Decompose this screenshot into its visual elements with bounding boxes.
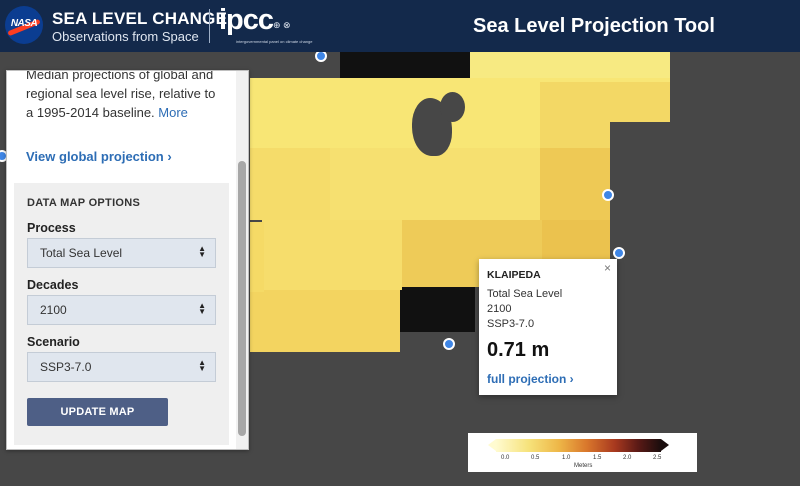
legend-arrow-right (661, 439, 669, 451)
popup-process: Total Sea Level (487, 288, 563, 300)
intro-text: Median projections of global and regiona… (26, 70, 216, 120)
process-select-value: Total Sea Level (40, 246, 123, 260)
brand-subtitle: Observations from Space (52, 29, 199, 44)
ipcc-logo[interactable]: ipcc (219, 4, 274, 36)
update-map-button[interactable]: UPDATE MAP (27, 398, 168, 426)
map-cell (400, 287, 475, 332)
tide-gauge-marker[interactable] (613, 247, 625, 259)
scenario-select[interactable]: SSP3-7.0 ▲ ▼ (27, 352, 216, 382)
tide-gauge-marker[interactable] (602, 189, 614, 201)
popup-projection-value: 0.71 m (487, 339, 550, 361)
scrollbar-thumb[interactable] (238, 161, 246, 436)
island-land (440, 92, 465, 122)
site-header: NASA SEA LEVEL CHANGE Observations from … (0, 0, 800, 52)
legend-tick: 2.5 (653, 455, 662, 461)
header-divider (209, 9, 210, 43)
page-title: Sea Level Projection Tool (473, 15, 715, 37)
intro-paragraph: Median projections of global and regiona… (26, 70, 216, 122)
map-cell (262, 220, 402, 290)
location-popup: × KLAIPEDA Total Sea Level 2100 SSP3-7.0… (479, 259, 617, 395)
ipcc-logo-subtext: intergovernmental panel on climate chang… (236, 39, 313, 44)
land-mass (670, 52, 800, 142)
more-link[interactable]: More (158, 105, 188, 120)
land-mass (610, 122, 800, 486)
legend-tick: 1.0 (562, 455, 571, 461)
tide-gauge-marker[interactable] (315, 52, 327, 62)
select-arrows-icon: ▲ ▼ (198, 244, 206, 259)
popup-scenario: SSP3-7.0 (487, 318, 535, 330)
map-cell (540, 148, 610, 220)
close-icon[interactable]: × (603, 261, 611, 275)
nasa-logo-text: NASA (10, 18, 38, 29)
legend-tick: 1.5 (593, 455, 602, 461)
color-legend: 0.0 0.5 1.0 1.5 2.0 2.5 Meters (468, 433, 697, 472)
un-emblem-icon: ⊕ ⊗ (273, 20, 291, 30)
popup-decade: 2100 (487, 303, 512, 315)
sidebar-scrollbar[interactable] (236, 71, 248, 449)
legend-arrow-left (488, 439, 496, 451)
scenario-label: Scenario (27, 335, 80, 349)
legend-unit: Meters (574, 463, 593, 469)
process-label: Process (27, 221, 76, 235)
legend-tick: 2.0 (623, 455, 632, 461)
options-title: DATA MAP OPTIONS (27, 197, 141, 209)
options-sidebar: Median projections of global and regiona… (6, 70, 249, 450)
brand-title[interactable]: SEA LEVEL CHANGE (52, 9, 228, 28)
nasa-logo[interactable]: NASA (5, 6, 43, 44)
map-cell (250, 222, 264, 292)
data-map-options-panel: DATA MAP OPTIONS Process Total Sea Level… (14, 183, 229, 445)
decades-select-value: 2100 (40, 303, 67, 317)
process-select[interactable]: Total Sea Level ▲ ▼ (27, 238, 216, 268)
select-arrows-icon: ▲ ▼ (198, 358, 206, 373)
scenario-select-value: SSP3-7.0 (40, 360, 92, 374)
tide-gauge-marker[interactable] (443, 338, 455, 350)
map-cell (250, 290, 400, 354)
map-cell (330, 148, 540, 220)
legend-tick: 0.5 (531, 455, 540, 461)
legend-tick: 0.0 (501, 455, 510, 461)
popup-location-name: KLAIPEDA (487, 269, 541, 281)
view-global-projection-link[interactable]: View global projection › (26, 149, 172, 164)
decades-label: Decades (27, 278, 79, 292)
decades-select[interactable]: 2100 ▲ ▼ (27, 295, 216, 325)
legend-color-bar (496, 439, 661, 452)
select-arrows-icon: ▲ ▼ (198, 301, 206, 316)
map-cell (470, 52, 670, 82)
full-projection-link[interactable]: full projection › (487, 372, 574, 386)
